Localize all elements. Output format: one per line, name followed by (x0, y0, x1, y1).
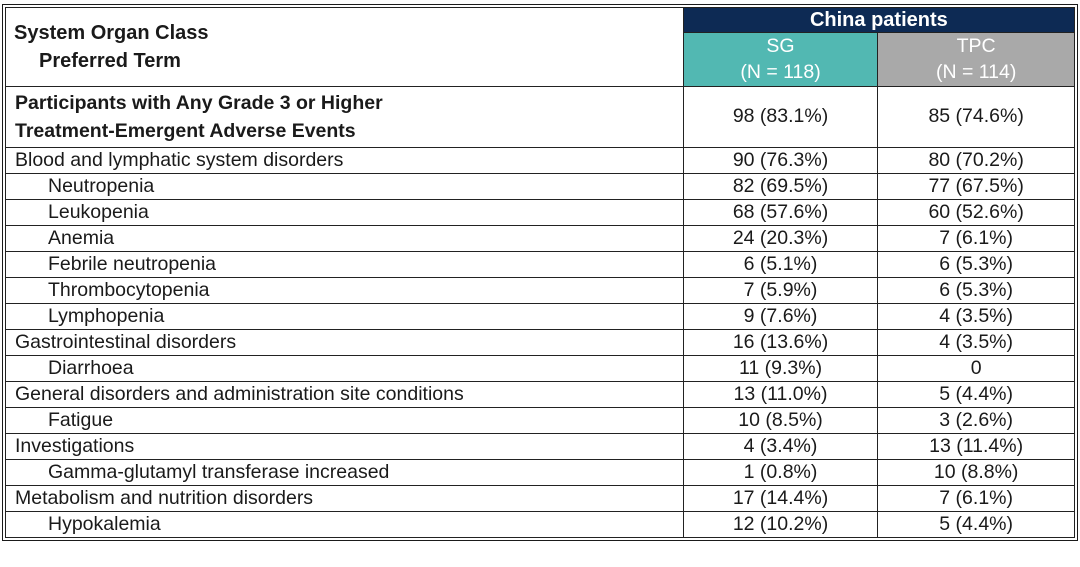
preferred-term-label: Diarrhoea (5, 355, 684, 383)
sg-value: 6 (5.1%) (682, 251, 879, 279)
sg-value: 1 (0.8%) (682, 459, 879, 487)
preferred-term-label: Hypokalemia (5, 511, 684, 539)
table-row: Anemia 24 (20.3%) 7 (6.1%) (5, 225, 1075, 253)
group-header-china-patients: China patients (682, 7, 1076, 33)
tpc-value: 7 (6.1%) (877, 485, 1075, 513)
table-frame: System Organ Class Preferred Term China … (2, 4, 1078, 542)
system-organ-class-label: Blood and lymphatic system disorders (5, 147, 684, 175)
tpc-value: 10 (8.8%) (877, 459, 1075, 487)
adverse-events-tbody: Participants with Any Grade 3 or Higher … (5, 85, 1075, 539)
summary-row-label: Participants with Any Grade 3 or Higher … (5, 85, 684, 149)
table-row: Gamma-glutamyl transferase increased 1 (0… (5, 459, 1075, 487)
tpc-value: 13 (11.4%) (877, 433, 1075, 461)
table-row: Investigations 4 (3.4%) 13 (11.4%) (5, 433, 1075, 461)
table-row: Thrombocytopenia 7 (5.9%) 6 (5.3%) (5, 277, 1075, 305)
column-header-soc: System Organ Class Preferred Term (5, 7, 684, 87)
tpc-value: 6 (5.3%) (877, 277, 1075, 305)
summary-sg-value: 98 (83.1%) (682, 85, 879, 149)
sg-value: 4 (3.4%) (682, 433, 879, 461)
preferred-term-label: Fatigue (5, 407, 684, 435)
tpc-value: 0 (877, 355, 1075, 383)
sg-arm-label: SG (766, 35, 795, 57)
preferred-term-label: Leukopenia (5, 199, 684, 227)
tpc-value: 77 (67.5%) (877, 173, 1075, 201)
table-row: Hypokalemia 12 (10.2%) 5 (4.4%) (5, 511, 1075, 539)
column-header-tpc: TPC (N = 114) (877, 32, 1075, 87)
sg-value: 17 (14.4%) (682, 485, 879, 513)
sg-value: 13 (11.0%) (682, 381, 879, 409)
preferred-term-label: Lymphopenia (5, 303, 684, 331)
summary-label-line1: Participants with Any Grade 3 or Higher (15, 91, 383, 114)
sg-value: 11 (9.3%) (682, 355, 879, 383)
sg-arm-n: (N = 118) (740, 61, 821, 84)
summary-tpc-value: 85 (74.6%) (877, 85, 1075, 149)
sg-value: 7 (5.9%) (682, 277, 879, 305)
sg-value: 9 (7.6%) (682, 303, 879, 331)
tpc-value: 5 (4.4%) (877, 381, 1075, 409)
sg-value: 82 (69.5%) (682, 173, 879, 201)
soc-header-line2: Preferred Term (39, 49, 181, 72)
preferred-term-label: Anemia (5, 225, 684, 253)
table-row: Leukopenia 68 (57.6%) 60 (52.6%) (5, 199, 1075, 227)
table-row: Fatigue 10 (8.5%) 3 (2.6%) (5, 407, 1075, 435)
system-organ-class-label: General disorders and administration sit… (5, 381, 684, 409)
table-row: Diarrhoea 11 (9.3%) 0 (5, 355, 1075, 383)
preferred-term-label: Febrile neutropenia (5, 251, 684, 279)
soc-header-line1: System Organ Class (14, 21, 209, 44)
tpc-value: 4 (3.5%) (877, 303, 1075, 331)
summary-label-line2: Treatment-Emergent Adverse Events (15, 119, 356, 142)
sg-value: 90 (76.3%) (682, 147, 879, 175)
table-row: Metabolism and nutrition disorders 17 (14… (5, 485, 1075, 513)
sg-value: 16 (13.6%) (682, 329, 879, 357)
table-row: Blood and lymphatic system disorders 90 (… (5, 147, 1075, 175)
sg-value: 24 (20.3%) (682, 225, 879, 253)
tpc-arm-label: TPC (956, 35, 996, 57)
tpc-arm-n: (N = 114) (935, 61, 1017, 84)
preferred-term-label: Gamma-glutamyl transferase increased (5, 459, 684, 487)
system-organ-class-label: Gastrointestinal disorders (5, 329, 684, 357)
tpc-value: 6 (5.3%) (877, 251, 1075, 279)
tpc-value: 4 (3.5%) (877, 329, 1075, 357)
table-row: General disorders and administration sit… (5, 381, 1075, 409)
table-row: Febrile neutropenia 6 (5.1%) 6 (5.3%) (5, 251, 1075, 279)
table-row: Gastrointestinal disorders 16 (13.6%) 4 (3… (5, 329, 1075, 357)
tpc-value: 80 (70.2%) (877, 147, 1075, 175)
tpc-value: 60 (52.6%) (877, 199, 1075, 227)
column-header-sg: SG (N = 118) (682, 32, 879, 87)
tpc-value: 7 (6.1%) (877, 225, 1075, 253)
system-organ-class-label: Metabolism and nutrition disorders (5, 485, 684, 513)
adverse-events-table: System Organ Class Preferred Term China … (5, 7, 1076, 539)
table-row: Lymphopenia 9 (7.6%) 4 (3.5%) (5, 303, 1075, 331)
preferred-term-label: Thrombocytopenia (5, 277, 684, 305)
sg-value: 12 (10.2%) (682, 511, 879, 539)
tpc-value: 5 (4.4%) (877, 511, 1075, 539)
system-organ-class-label: Investigations (5, 433, 684, 461)
table-row: Neutropenia 82 (69.5%) 77 (67.5%) (5, 173, 1075, 201)
preferred-term-label: Neutropenia (5, 173, 684, 201)
tpc-value: 3 (2.6%) (877, 407, 1075, 435)
sg-value: 10 (8.5%) (682, 407, 879, 435)
column-header-row: SG (N = 118) TPC (N = 114) (6, 32, 1075, 87)
sg-value: 68 (57.6%) (682, 199, 879, 227)
summary-row: Participants with Any Grade 3 or Higher … (5, 85, 1075, 149)
group-header-row: System Organ Class Preferred Term China … (5, 7, 1076, 87)
